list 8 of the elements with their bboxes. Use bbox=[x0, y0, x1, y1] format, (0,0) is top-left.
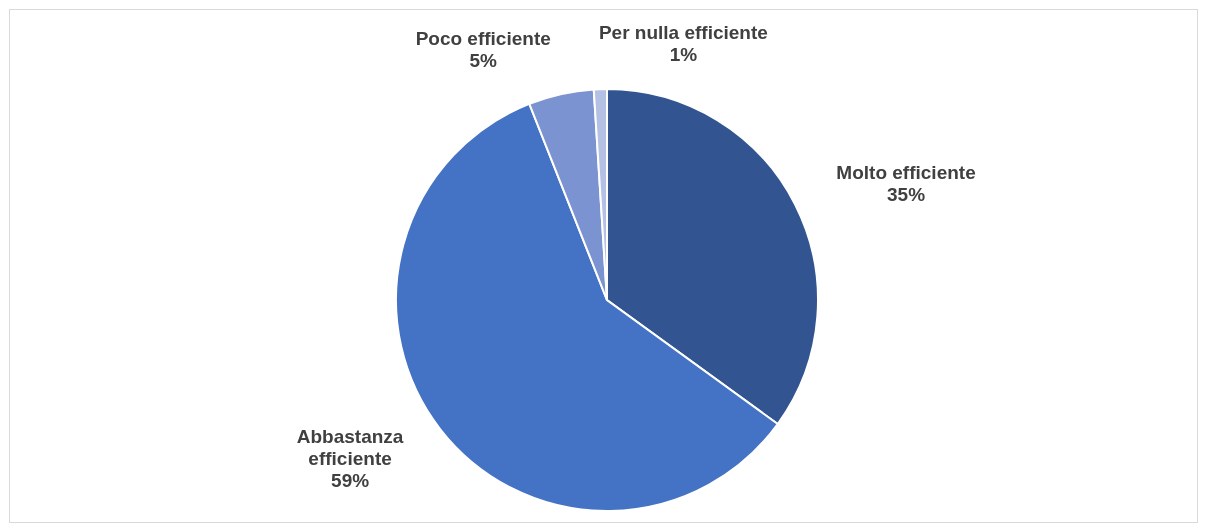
data-label: 1% bbox=[669, 43, 698, 65]
slice-label: Per nulla efficiente bbox=[598, 21, 768, 43]
data-label: 59% bbox=[331, 469, 370, 491]
slice-label: Abbastanza efficiente bbox=[296, 425, 404, 469]
slice-label: Poco efficiente bbox=[415, 27, 551, 49]
data-label: 5% bbox=[469, 49, 498, 71]
data-label: 35% bbox=[887, 184, 926, 206]
slice-label: Molto efficiente bbox=[836, 162, 976, 184]
